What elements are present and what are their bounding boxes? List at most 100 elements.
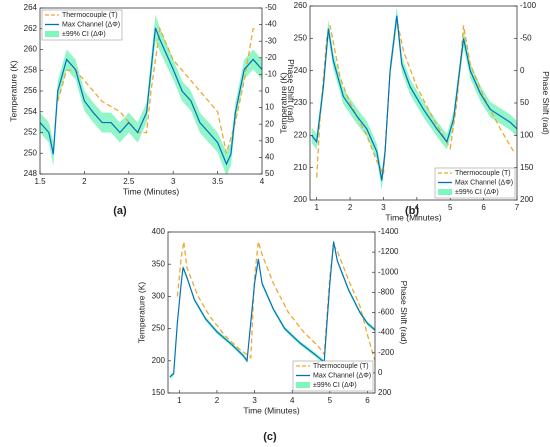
- y-tick-label: 260: [24, 45, 38, 54]
- legend-label: ±99% CI (ΔΦ): [455, 189, 499, 196]
- y2-tick-label: 150: [520, 163, 534, 172]
- x-tick-label: 6: [481, 203, 486, 212]
- y2-tick-label: 200: [378, 388, 392, 397]
- panel: 1 2 3 4 5 6 150 200 250 300 350 400 -1400 -1200 -1000 -…: [136, 227, 409, 443]
- x-tick-label: 3: [252, 396, 257, 405]
- x-tick-label: 4: [290, 396, 295, 405]
- y-axis-label: Temperature (K): [136, 282, 146, 344]
- y-axis-label: Temperature (K): [8, 60, 18, 122]
- y-tick-label: 400: [152, 227, 166, 236]
- x-tick-label: 3.5: [212, 177, 224, 186]
- y-tick-label: 300: [152, 292, 166, 301]
- ci-band: [169, 239, 375, 379]
- legend-label: Max Channel (ΔΦ): [455, 179, 513, 186]
- y2-tick-label: -50: [265, 3, 277, 12]
- thermocouple-line: [176, 241, 375, 361]
- x-tick-label: 2: [348, 203, 353, 212]
- y2-axis-label: Phase Shift (rad): [286, 59, 296, 123]
- y2-axis-label: Phase Shift (rad): [399, 281, 409, 345]
- x-tick-label: 2.5: [123, 177, 135, 186]
- phase-line: [311, 15, 517, 181]
- y-tick-label: 250: [24, 148, 38, 157]
- y-tick-label: 350: [152, 259, 166, 268]
- plot-area: [40, 14, 262, 174]
- y2-tick-label: -200: [378, 348, 395, 357]
- x-tick-label: 6: [365, 396, 370, 405]
- legend-swatch: [45, 31, 59, 37]
- y-tick-label: 254: [24, 107, 38, 116]
- x-tick-label: 1: [177, 396, 182, 405]
- x-tick-label: 3: [381, 203, 386, 212]
- y-tick-label: 210: [294, 163, 308, 172]
- y2-tick-label: 30: [265, 136, 274, 145]
- y2-tick-label: -1200: [378, 247, 399, 256]
- x-tick-label: 1: [314, 203, 319, 212]
- x-axis-label: Time (Minutes): [385, 212, 442, 222]
- y2-tick-label: -800: [378, 287, 395, 296]
- x-tick-label: 5: [328, 396, 333, 405]
- y2-tick-label: 10: [265, 103, 274, 112]
- ci-band: [311, 6, 517, 190]
- y2-tick-label: -30: [265, 36, 277, 45]
- panel-label: (a): [113, 205, 127, 217]
- y2-axis-label: Phase Shift (rad): [541, 71, 550, 135]
- legend-label: ±99% CI (ΔΦ): [62, 31, 106, 38]
- x-tick-label: 4: [415, 203, 420, 212]
- legend-swatch: [296, 382, 310, 388]
- x-tick-label: 5: [448, 203, 453, 212]
- y-tick-label: 230: [294, 98, 308, 107]
- plot-area: [169, 239, 375, 379]
- legend-label: Thermocouple (T): [62, 12, 118, 19]
- y2-tick-label: 20: [265, 119, 274, 128]
- y2-tick-label: -10: [265, 70, 277, 79]
- y-tick-label: 252: [24, 128, 38, 137]
- y2-tick-label: -100: [520, 1, 537, 10]
- y2-tick-label: -1000: [378, 267, 399, 276]
- x-tick-label: 2: [82, 177, 87, 186]
- x-axis-label: Time (Minutes): [123, 186, 180, 196]
- y-tick-label: 264: [24, 3, 38, 12]
- y2-tick-label: 0: [378, 368, 383, 377]
- y-tick-label: 256: [24, 86, 38, 95]
- y-tick-label: 220: [294, 130, 308, 139]
- y-axis-label: Temperature (K): [278, 72, 288, 134]
- legend-label: Max Channel (ΔΦ): [313, 372, 371, 379]
- y2-tick-label: -40: [265, 20, 277, 29]
- y-tick-label: 258: [24, 65, 38, 74]
- legend-label: Thermocouple (T): [313, 363, 369, 370]
- x-axis-label: Time (Minutes): [243, 405, 300, 415]
- y-tick-label: 260: [294, 1, 308, 10]
- y2-tick-label: 50: [520, 98, 529, 107]
- phase-line: [169, 241, 375, 378]
- legend-swatch: [438, 189, 452, 195]
- legend-label: Max Channel (ΔΦ): [62, 21, 120, 28]
- panel-label: (c): [263, 431, 277, 443]
- panel: 1.5 2 2.5 3 3.5 4 248 250 252 254 256 258 260 262 264 -…: [8, 3, 296, 217]
- plot-area: [311, 6, 517, 190]
- y-tick-label: 262: [24, 24, 38, 33]
- y2-tick-label: -20: [265, 53, 277, 62]
- panel-label: (b): [405, 205, 419, 217]
- phase-line: [40, 27, 262, 166]
- ci-band: [40, 14, 262, 174]
- x-tick-label: 3: [171, 177, 176, 186]
- y-tick-label: 200: [152, 356, 166, 365]
- y2-tick-label: -600: [378, 308, 395, 317]
- y2-tick-label: -1400: [378, 227, 399, 236]
- legend-label: Thermocouple (T): [455, 170, 511, 177]
- y-tick-label: 240: [294, 66, 308, 75]
- y2-tick-label: 40: [265, 153, 274, 162]
- x-tick-label: 7: [515, 203, 520, 212]
- x-tick-label: 1.5: [34, 177, 46, 186]
- y-tick-label: 250: [294, 33, 308, 42]
- y-tick-label: 248: [24, 169, 38, 178]
- y2-tick-label: 50: [265, 169, 274, 178]
- y2-tick-label: 0: [265, 86, 270, 95]
- thermocouple-line: [57, 26, 258, 154]
- y2-tick-label: 200: [520, 195, 534, 204]
- y2-tick-label: 0: [520, 66, 525, 75]
- y2-tick-label: 100: [520, 130, 534, 139]
- legend-label: ±99% CI (ΔΦ): [313, 382, 357, 389]
